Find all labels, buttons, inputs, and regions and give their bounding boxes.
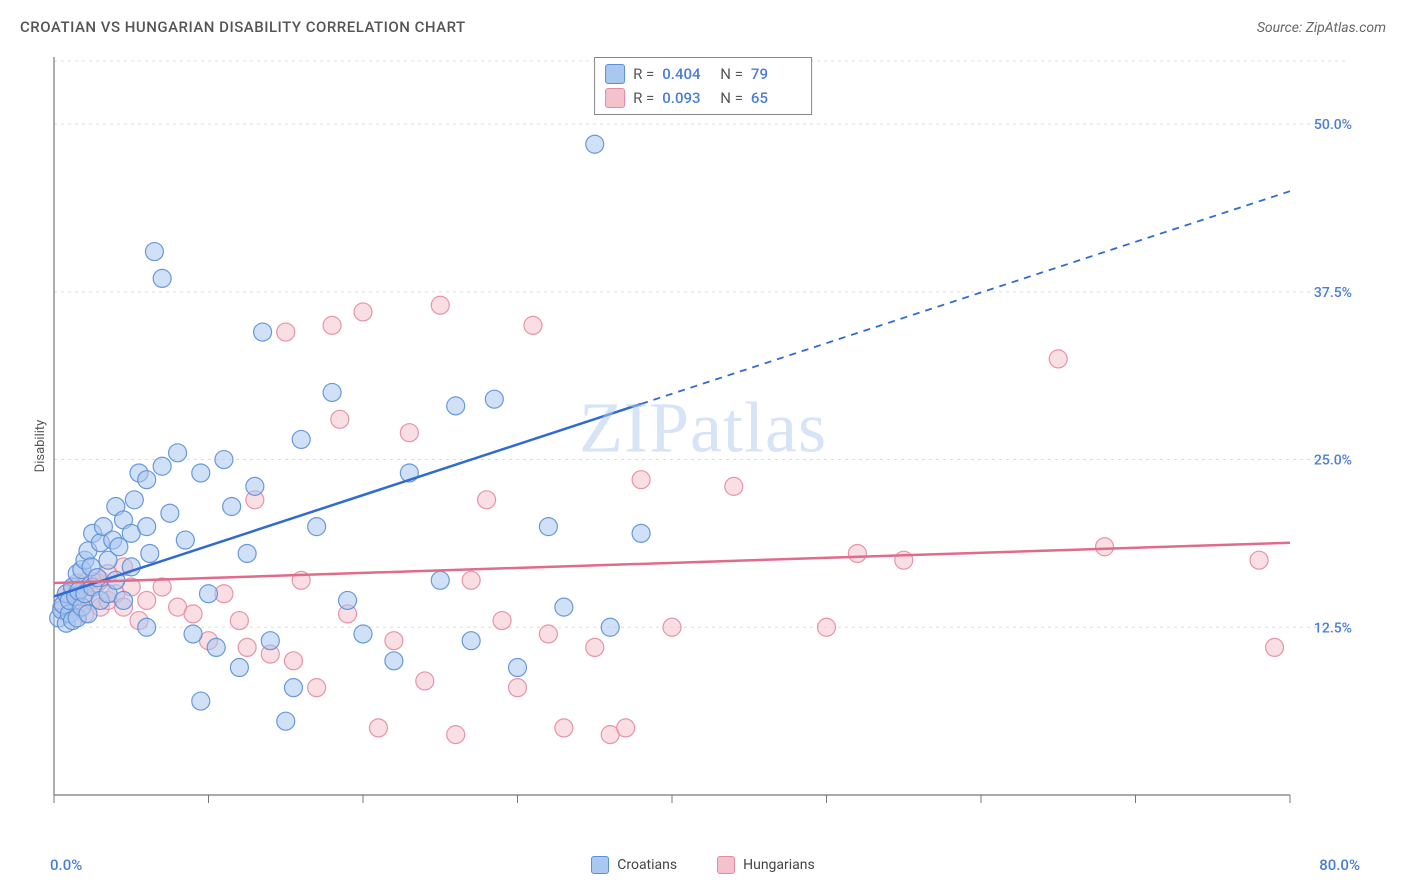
- plot-area: 12.5% 25.0% 37.5% 50.0%: [50, 55, 1360, 815]
- stats-swatch-hungarians: [605, 88, 625, 108]
- svg-text:37.5%: 37.5%: [1314, 285, 1352, 301]
- svg-text:50.0%: 50.0%: [1314, 117, 1352, 133]
- n-value-hungarians: 65: [751, 89, 801, 107]
- n-label: N =: [720, 89, 743, 107]
- n-label: N =: [720, 65, 743, 83]
- x-domain-labels: 0.0% 80.0%: [50, 856, 1360, 874]
- scatter-plot-svg: 12.5% 25.0% 37.5% 50.0%: [50, 55, 1360, 815]
- r-label: R =: [633, 89, 654, 107]
- stats-legend-box: R = 0.404 N = 79 R = 0.093 N = 65: [594, 57, 812, 115]
- x-max-label: 80.0%: [1319, 856, 1360, 874]
- source-label: Source: ZipAtlas.com: [1257, 20, 1386, 36]
- svg-text:25.0%: 25.0%: [1314, 453, 1352, 469]
- svg-text:12.5%: 12.5%: [1314, 620, 1352, 636]
- y-axis-label: Disability: [33, 420, 48, 473]
- stats-swatch-croatians: [605, 64, 625, 84]
- title-row: CROATIAN VS HUNGARIAN DISABILITY CORRELA…: [20, 18, 1386, 36]
- r-value-hungarians: 0.093: [662, 89, 712, 107]
- stats-row-1: R = 0.404 N = 79: [605, 62, 801, 86]
- n-value-croatians: 79: [751, 65, 801, 83]
- stats-row-2: R = 0.093 N = 65: [605, 86, 801, 110]
- r-value-croatians: 0.404: [662, 65, 712, 83]
- r-label: R =: [633, 65, 654, 83]
- chart-title: CROATIAN VS HUNGARIAN DISABILITY CORRELA…: [20, 18, 466, 36]
- x-min-label: 0.0%: [50, 856, 82, 874]
- chart-container: CROATIAN VS HUNGARIAN DISABILITY CORRELA…: [0, 0, 1406, 892]
